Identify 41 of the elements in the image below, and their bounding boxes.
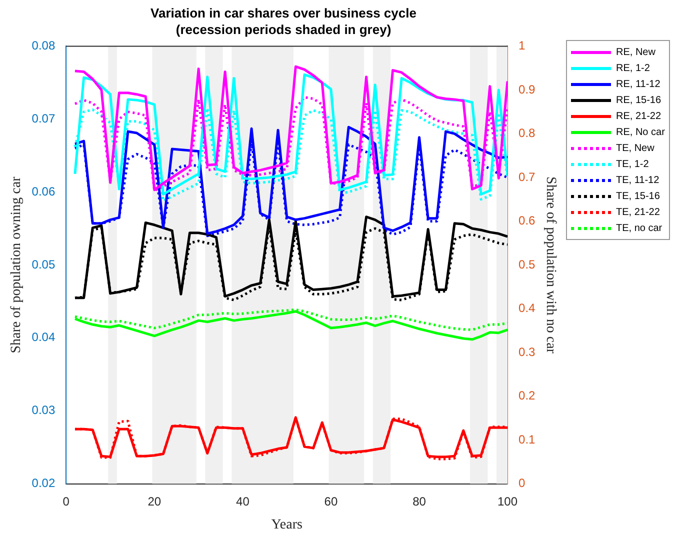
x-tick-label: 80 xyxy=(412,494,426,508)
y2-axis-title: Share of population with no car xyxy=(542,176,558,354)
legend-label: TE, no car xyxy=(616,222,662,234)
y-tick-label: 0.06 xyxy=(32,184,56,198)
y2-tick-label: 0.7 xyxy=(518,170,536,184)
legend-label: RE, 11-12 xyxy=(616,78,660,90)
y2-tick-label: 0.1 xyxy=(518,432,536,446)
y2-tick-label: 0.9 xyxy=(518,82,536,96)
legend-label: RE, 1-2 xyxy=(616,62,650,74)
y2-tick-label: 0.4 xyxy=(518,301,536,316)
y2-tick-label: 0.2 xyxy=(518,388,536,403)
x-tick-label: 20 xyxy=(148,494,162,508)
y2-tick-label: 0.8 xyxy=(518,126,536,140)
chart-title: Variation in car shares over business cycle xyxy=(150,5,416,20)
legend-label: RE, 21-22 xyxy=(616,110,662,122)
y-tick-label: 0.07 xyxy=(32,111,56,126)
y-tick-label: 0.02 xyxy=(32,476,56,490)
legend-label: TE, New xyxy=(616,142,654,154)
legend-label: TE, 15-16 xyxy=(616,190,660,202)
y2-tick-label: 1 xyxy=(518,38,526,53)
legend-label: TE, 1-2 xyxy=(616,158,649,170)
legend-label: RE, No car xyxy=(616,126,665,138)
y-tick-label: 0.05 xyxy=(32,257,56,272)
x-tick-label: 0 xyxy=(62,494,70,508)
legend-label: TE, 11-12 xyxy=(616,174,660,186)
legend-label: RE, 15-16 xyxy=(616,94,662,106)
x-tick-label: 60 xyxy=(324,494,338,508)
y-tick-label: 0.03 xyxy=(32,403,56,418)
x-tick-label: 100 xyxy=(498,494,518,508)
legend-label: TE, 21-22 xyxy=(616,206,660,218)
legend-label: RE, New xyxy=(616,46,656,58)
x-tick-label: 40 xyxy=(236,494,250,508)
y2-tick-label: 0.3 xyxy=(518,344,536,359)
y2-tick-label: 0.5 xyxy=(518,257,536,272)
y2-tick-label: 0.6 xyxy=(518,214,536,228)
x-axis-title: Years xyxy=(271,517,302,532)
y-tick-label: 0.04 xyxy=(32,330,56,344)
y-tick-label: 0.08 xyxy=(32,38,56,53)
y-axis-title: Share of population owning car xyxy=(9,176,24,354)
chart-subtitle: (recession periods shaded in grey) xyxy=(176,22,392,37)
y2-tick-label: 0 xyxy=(518,476,526,490)
